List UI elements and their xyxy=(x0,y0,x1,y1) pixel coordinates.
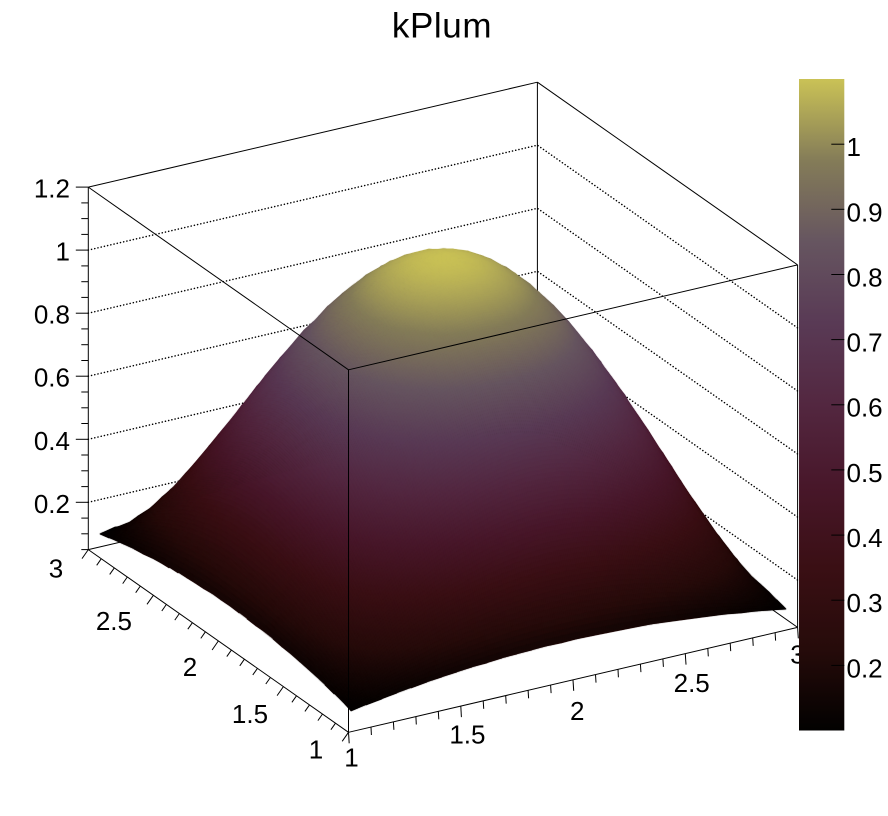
svg-text:0.8: 0.8 xyxy=(34,300,70,330)
svg-text:0.6: 0.6 xyxy=(847,393,883,423)
svg-text:1: 1 xyxy=(309,735,323,765)
svg-text:0.4: 0.4 xyxy=(847,523,883,553)
svg-text:1: 1 xyxy=(847,132,861,162)
svg-text:kPlum: kPlum xyxy=(392,7,492,46)
svg-text:0.9: 0.9 xyxy=(847,197,883,227)
svg-text:0.4: 0.4 xyxy=(34,426,70,456)
svg-text:1: 1 xyxy=(344,743,358,773)
svg-text:2: 2 xyxy=(183,652,197,682)
svg-text:1: 1 xyxy=(56,237,70,267)
svg-text:2.5: 2.5 xyxy=(674,668,710,698)
svg-text:2: 2 xyxy=(570,696,584,726)
svg-text:3: 3 xyxy=(49,554,63,584)
svg-text:1.5: 1.5 xyxy=(449,719,485,749)
svg-text:1.2: 1.2 xyxy=(34,174,70,204)
svg-text:0.6: 0.6 xyxy=(34,363,70,393)
svg-text:2.5: 2.5 xyxy=(96,606,132,636)
svg-text:0.5: 0.5 xyxy=(847,458,883,488)
svg-text:1.5: 1.5 xyxy=(232,699,268,729)
svg-text:0.2: 0.2 xyxy=(34,489,70,519)
svg-text:0.2: 0.2 xyxy=(847,653,883,683)
svg-text:0.8: 0.8 xyxy=(847,262,883,292)
svg-text:0.7: 0.7 xyxy=(847,328,883,358)
svg-text:0.3: 0.3 xyxy=(847,588,883,618)
